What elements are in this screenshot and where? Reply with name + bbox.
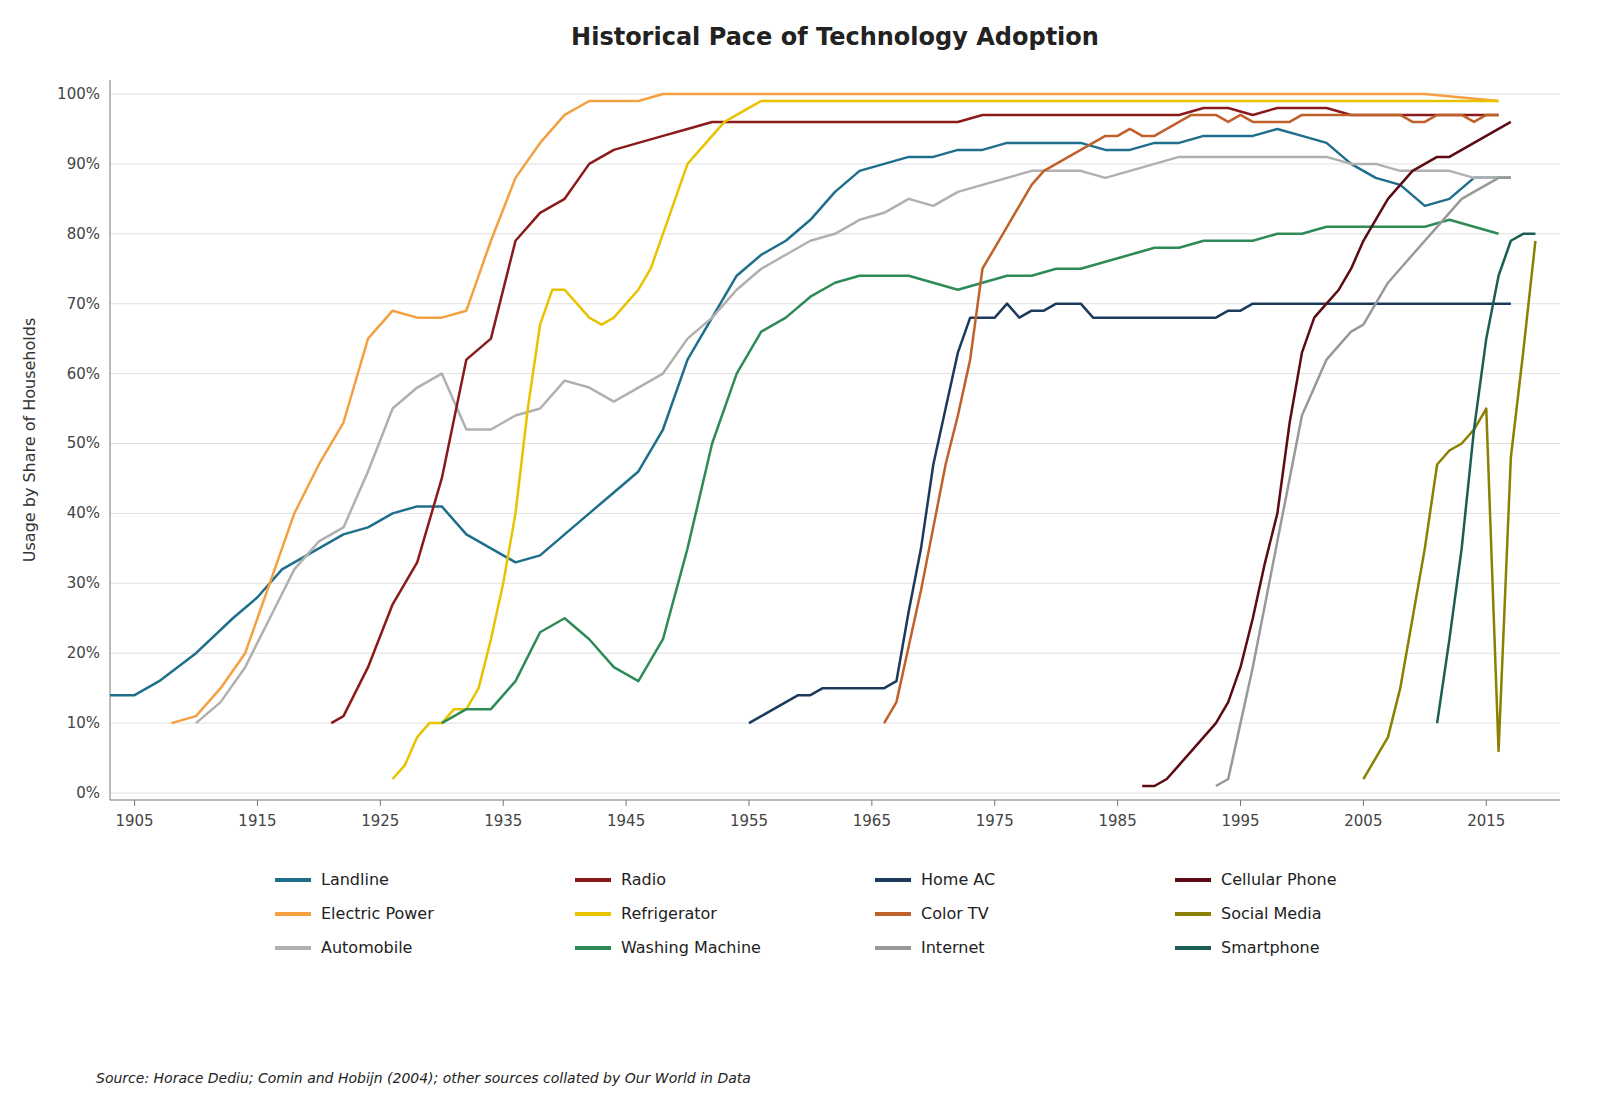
x-tick-label: 1905	[115, 812, 153, 830]
y-tick-label: 90%	[67, 155, 100, 173]
grid-line	[110, 443, 1560, 444]
grid-line	[110, 723, 1560, 724]
legend-label: Color TV	[921, 904, 989, 923]
legend-swatch	[275, 878, 311, 882]
source-note: Source: Horace Dediu; Comin and Hobijn (…	[96, 1070, 751, 1086]
legend-swatch	[575, 912, 611, 916]
legend-label: Automobile	[321, 938, 412, 957]
y-tick-label: 80%	[67, 225, 100, 243]
x-tick	[626, 800, 627, 806]
series-line	[110, 129, 1511, 695]
x-tick	[503, 800, 504, 806]
legend-swatch	[275, 912, 311, 916]
grid-line	[110, 373, 1560, 374]
x-tick-label: 1915	[238, 812, 276, 830]
x-tick-label: 2015	[1467, 812, 1505, 830]
grid-line	[110, 583, 1560, 584]
legend-swatch	[875, 946, 911, 950]
series-line	[884, 115, 1498, 723]
legend-swatch	[1175, 946, 1211, 950]
legend-label: Cellular Phone	[1221, 870, 1337, 889]
legend-label: Refrigerator	[621, 904, 717, 923]
x-tick-label: 1925	[361, 812, 399, 830]
series-line	[1363, 241, 1535, 779]
x-tick-label: 1965	[853, 812, 891, 830]
title: Historical Pace of Technology Adoption	[571, 23, 1099, 51]
y-tick-label: 30%	[67, 574, 100, 592]
series-line	[171, 94, 1498, 723]
y-tick-label: 40%	[67, 504, 100, 522]
x-tick	[257, 800, 258, 806]
series-line	[749, 304, 1511, 723]
grid-line	[110, 163, 1560, 164]
axes: 0% 10% 20% 30% 40% 50% 60% 70% 80% 90% 100% 1905 191…	[57, 80, 1560, 830]
legend-swatch	[275, 946, 311, 950]
grid-line	[110, 653, 1560, 654]
x-tick	[994, 800, 995, 806]
legend-label: Social Media	[1221, 904, 1322, 923]
legend: Landline Electric Power Automobile Radio Ref…	[275, 870, 1337, 957]
y-tick-label: 20%	[67, 644, 100, 662]
y-tick-label: 60%	[67, 365, 100, 383]
x-tick	[1240, 800, 1241, 806]
series-line	[1216, 178, 1511, 786]
legend-label: Home AC	[921, 870, 995, 889]
legend-swatch	[575, 878, 611, 882]
x-tick-label: 1955	[730, 812, 768, 830]
y-tick-label: 0%	[76, 784, 100, 802]
x-tick	[380, 800, 381, 806]
legend-label: Internet	[921, 938, 985, 957]
legend-label: Washing Machine	[621, 938, 761, 957]
x-tick-label: 1945	[607, 812, 645, 830]
x-tick-label: 1935	[484, 812, 522, 830]
x-tick	[1486, 800, 1487, 806]
series-line	[331, 108, 1498, 723]
legend-swatch	[875, 878, 911, 882]
series-line	[1437, 234, 1535, 723]
series-line	[1142, 122, 1511, 786]
legend-swatch	[575, 946, 611, 950]
series-line	[393, 101, 1499, 779]
legend-label: Smartphone	[1221, 938, 1319, 957]
x-axis-line	[110, 800, 1560, 801]
y-axis-line	[110, 80, 111, 800]
x-tick	[748, 800, 749, 806]
y-tick-label: 70%	[67, 295, 100, 313]
x-tick	[1117, 800, 1118, 806]
y-tick-label: 100%	[57, 85, 100, 103]
x-tick	[871, 800, 872, 806]
plot-area	[110, 94, 1535, 786]
x-tick	[134, 800, 135, 806]
x-tick	[1363, 800, 1364, 806]
legend-swatch	[1175, 878, 1211, 882]
x-tick-label: 2005	[1344, 812, 1382, 830]
grid-line	[110, 513, 1560, 514]
legend-label: Landline	[321, 870, 389, 889]
chart: Historical Pace of Technology Adoption 0%…	[0, 0, 1600, 1107]
grid	[110, 94, 1560, 793]
x-tick-label: 1985	[1099, 812, 1137, 830]
y-axis-label: Usage by Share of Households	[20, 318, 39, 562]
y-tick-label: 10%	[67, 714, 100, 732]
series-line	[196, 157, 1511, 723]
legend-swatch	[875, 912, 911, 916]
grid-line	[110, 793, 1560, 794]
series-line	[442, 220, 1499, 723]
x-tick-label: 1995	[1221, 812, 1259, 830]
legend-label: Electric Power	[321, 904, 434, 923]
x-tick-label: 1975	[976, 812, 1014, 830]
legend-label: Radio	[621, 870, 666, 889]
y-tick-label: 50%	[67, 434, 100, 452]
legend-swatch	[1175, 912, 1211, 916]
